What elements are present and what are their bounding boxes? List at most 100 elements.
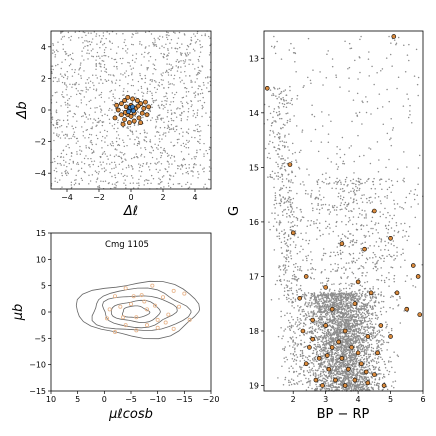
sky-field-star <box>179 52 182 54</box>
sky-ytick-label: 4 <box>41 43 46 52</box>
cmd-field-star <box>334 270 337 272</box>
sky-field-star <box>102 180 104 183</box>
cmd-field-star <box>352 295 355 297</box>
cmd-field-star <box>368 353 370 356</box>
cmd-field-star <box>343 376 346 378</box>
cmd-field-star <box>315 324 318 326</box>
sky-field-star <box>198 173 200 175</box>
sky-field-star <box>164 71 167 73</box>
sky-field-star <box>197 71 200 74</box>
cmd-field-star <box>319 365 321 368</box>
cmd-field-star <box>332 359 334 362</box>
cmd-field-star <box>335 360 337 362</box>
sky-field-star <box>139 43 141 45</box>
sky-field-star <box>95 125 97 127</box>
sky-field-star <box>53 132 55 134</box>
cmd-field-star <box>323 327 326 330</box>
sky-field-star <box>52 49 54 51</box>
cmd-field-star <box>353 350 355 353</box>
cmd-field-star <box>341 385 344 388</box>
cmd-field-star <box>325 227 327 229</box>
sky-field-star <box>85 91 87 93</box>
cmd-field-star <box>340 365 343 368</box>
cmd-field-star <box>363 379 366 381</box>
cmd-field-star <box>370 371 373 373</box>
cmd-field-star <box>358 301 360 303</box>
cmd-field-star <box>385 321 387 323</box>
cmd-field-star <box>333 370 336 372</box>
cmd-field-star <box>344 353 346 355</box>
sky-field-star <box>102 60 105 62</box>
cmd-field-star <box>374 357 376 359</box>
pm-xtick-label: −15 <box>176 395 193 404</box>
cmd-field-star <box>330 387 333 389</box>
cmd-field-star <box>366 361 368 363</box>
cmd-field-star <box>321 305 324 307</box>
sky-field-star <box>115 181 118 184</box>
cmd-field-star <box>399 297 401 299</box>
sky-field-star <box>201 104 203 107</box>
cmd-field-star <box>380 373 382 375</box>
sky-field-star <box>182 159 184 161</box>
cmd-field-star <box>327 364 329 366</box>
sky-field-star <box>167 182 170 185</box>
cmd-field-star <box>333 323 335 325</box>
cmd-field-star <box>356 357 359 360</box>
sky-field-star <box>190 36 193 39</box>
sky-field-star <box>187 187 190 189</box>
sky-field-star <box>152 73 154 75</box>
pm-ytick-label: 0 <box>41 308 46 317</box>
cmd-field-star <box>353 337 356 339</box>
sky-field-star <box>80 89 82 92</box>
sky-field-star <box>174 160 176 162</box>
cmd-field-star <box>322 332 325 335</box>
cmd-field-star <box>352 319 354 321</box>
sky-field-star <box>81 50 83 52</box>
sky-field-star <box>207 124 210 127</box>
cmd-field-star <box>367 387 370 389</box>
pm-ytick-label: −15 <box>29 387 46 396</box>
cmd-field-star <box>398 295 401 298</box>
sky-field-star <box>180 66 182 68</box>
sky-field-star <box>168 68 170 71</box>
cmd-field-star <box>349 359 352 361</box>
cmd-field-star <box>352 358 355 360</box>
sky-field-star <box>57 63 59 66</box>
sky-field-star <box>53 51 56 53</box>
sky-field-star <box>55 109 58 111</box>
sky-field-star <box>124 158 126 160</box>
cmd-field-star <box>317 338 319 341</box>
sky-field-star <box>144 51 146 54</box>
cmd-field-star <box>377 333 379 335</box>
cmd-field-star <box>335 368 337 370</box>
cmd-field-star <box>348 316 351 319</box>
sky-field-star <box>70 152 73 154</box>
sky-field-star <box>93 31 96 33</box>
sky-field-star <box>80 75 82 77</box>
cmd-field-star <box>309 369 311 371</box>
cmd-field-star <box>329 349 332 352</box>
cmd-field-star <box>402 248 404 250</box>
cmd-field-star <box>340 368 343 370</box>
sky-field-star <box>97 165 100 168</box>
sky-field-star <box>186 181 189 184</box>
cmd-field-star <box>336 368 339 371</box>
cmd-field-star <box>363 309 366 311</box>
sky-field-star <box>155 44 157 46</box>
sky-field-star <box>143 156 146 158</box>
cmd-field-star <box>318 305 320 307</box>
sky-field-star <box>166 100 168 102</box>
cmd-field-star <box>371 306 374 309</box>
sky-field-star <box>72 83 74 86</box>
sky-field-star <box>164 151 167 153</box>
cmd-field-star <box>399 322 402 324</box>
cmd-field-star <box>369 306 372 309</box>
sky-field-star <box>69 83 71 85</box>
cmd-field-star <box>338 283 341 286</box>
cmd-field-star <box>367 361 370 364</box>
sky-field-star <box>159 118 162 120</box>
cmd-field-star <box>333 340 335 342</box>
sky-field-star <box>144 74 146 77</box>
cmd-field-star <box>313 298 315 301</box>
sky-field-star <box>145 179 147 181</box>
